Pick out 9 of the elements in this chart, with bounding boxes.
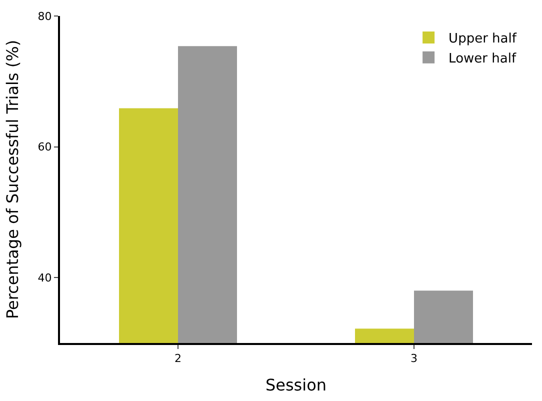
y-axis-title: Percentage of Successful Trials (%) — [3, 40, 22, 320]
x-tick-label: 2 — [174, 352, 182, 366]
y-tick-label: 80 — [38, 10, 52, 23]
y-tick-label: 40 — [38, 271, 52, 284]
y-tick-label: 60 — [38, 140, 52, 154]
legend-label: Upper half — [448, 32, 517, 47]
x-axis-title: Session — [265, 375, 327, 394]
legend-label: Lower half — [448, 51, 516, 66]
x-tick-label: 3 — [410, 352, 418, 366]
